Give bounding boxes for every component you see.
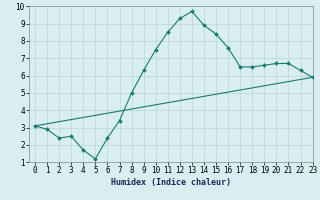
- X-axis label: Humidex (Indice chaleur): Humidex (Indice chaleur): [111, 178, 231, 187]
